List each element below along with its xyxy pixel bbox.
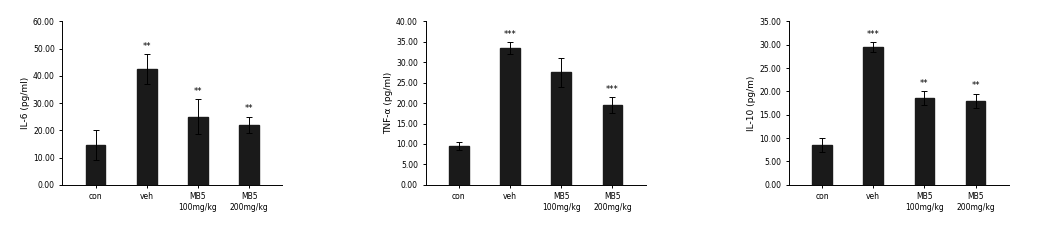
Bar [914,98,934,185]
Bar [863,47,883,185]
Bar [86,145,105,185]
Bar [812,145,832,185]
Y-axis label: TNF-α (pg/ml): TNF-α (pg/ml) [384,72,393,134]
Bar [449,146,469,185]
Text: **: ** [142,42,151,51]
Text: **: ** [193,87,203,96]
Text: ***: *** [606,85,619,94]
Bar [551,73,571,185]
Text: **: ** [245,105,254,114]
Bar [500,48,520,185]
Text: ***: *** [503,29,517,38]
Bar [188,117,208,185]
Bar [239,125,259,185]
Text: **: ** [920,79,929,88]
Bar [966,101,985,185]
Text: ***: *** [866,30,880,39]
Text: **: ** [971,82,980,91]
Bar [137,69,157,185]
Y-axis label: IL-10 (pg/m): IL-10 (pg/m) [748,75,756,131]
Bar [602,105,622,185]
Y-axis label: IL-6 (pg/ml): IL-6 (pg/ml) [21,77,30,129]
